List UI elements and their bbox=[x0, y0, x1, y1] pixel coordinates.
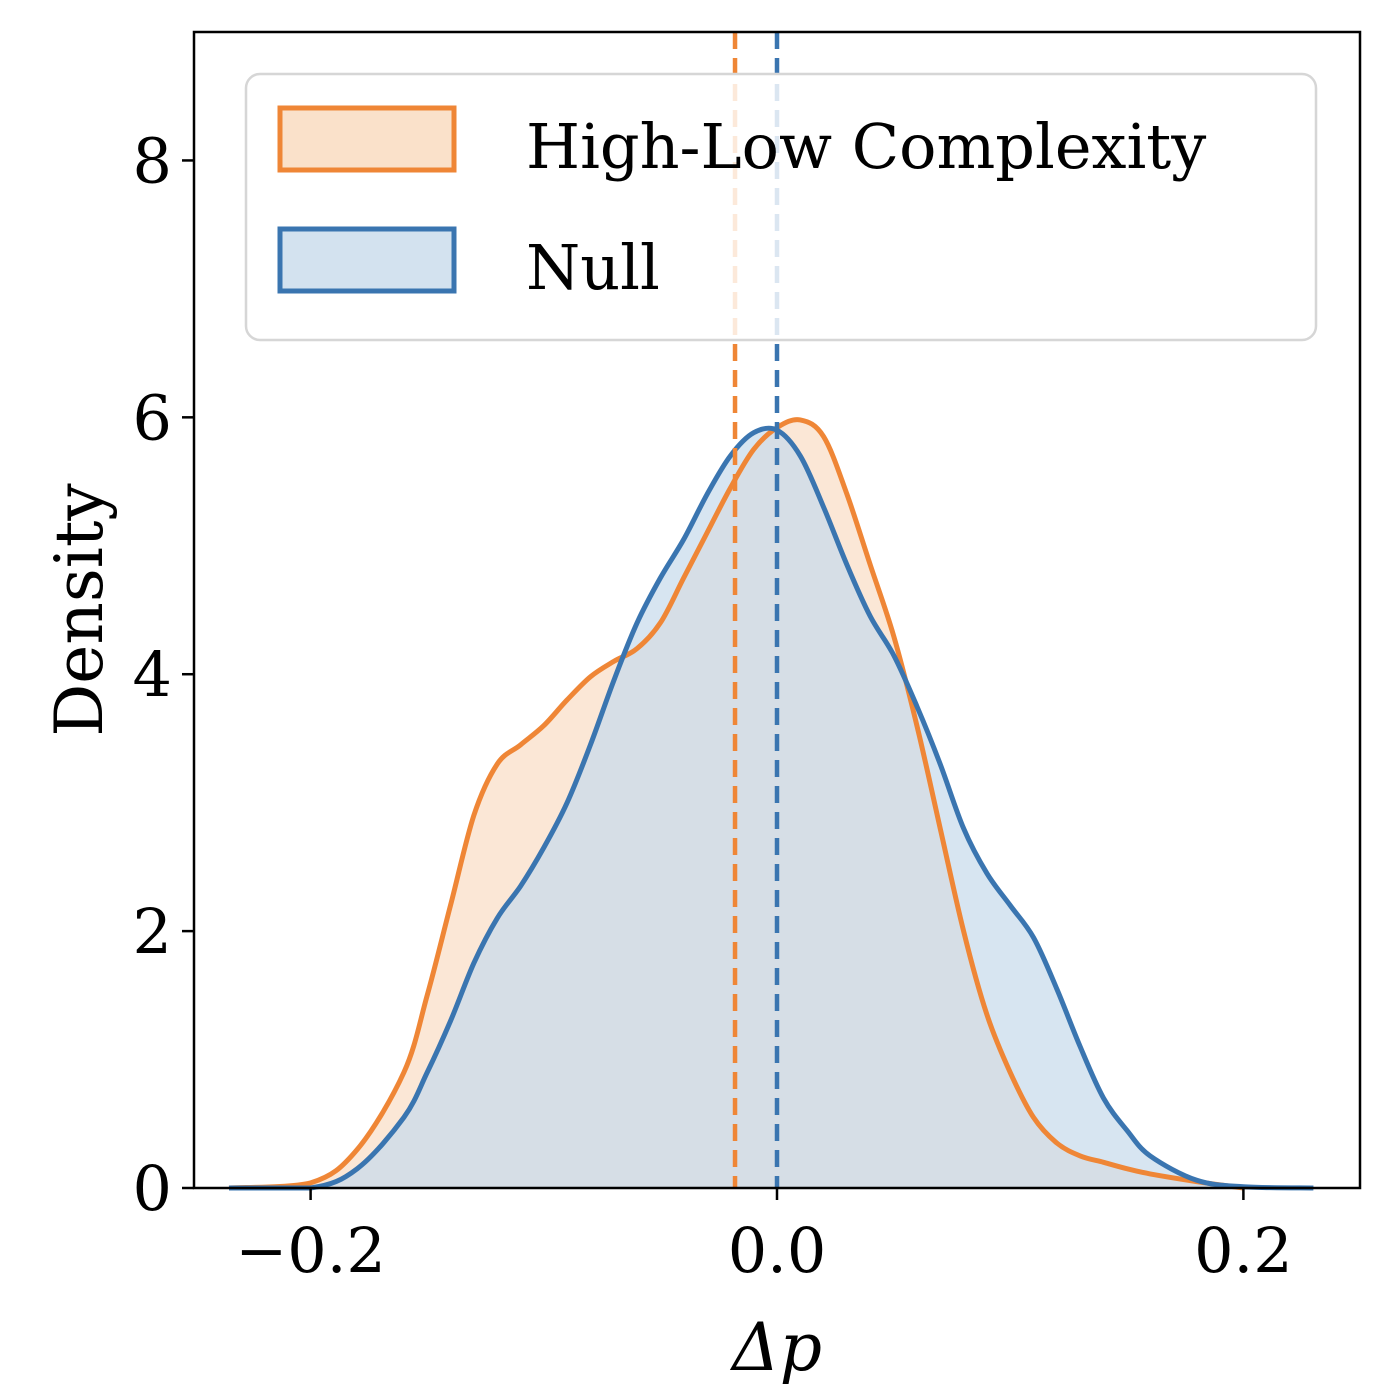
x-tick-label: 0.2 bbox=[1194, 1214, 1293, 1287]
series-area-1 bbox=[229, 428, 1314, 1188]
y-tick-label: 6 bbox=[133, 381, 172, 454]
y-tick-label: 0 bbox=[133, 1152, 172, 1225]
legend: High-Low Complexity Null bbox=[244, 72, 1318, 342]
legend-label-high-low: High-Low Complexity bbox=[526, 110, 1206, 183]
x-axis-ticks: −0.2 0.0 0.2 bbox=[235, 1188, 1293, 1287]
legend-swatch-high-low bbox=[277, 105, 457, 173]
y-axis-ticks: 0 2 4 6 8 bbox=[133, 124, 194, 1225]
series-line-0 bbox=[228, 417, 1244, 1191]
y-tick-label: 4 bbox=[133, 638, 172, 711]
x-tick-label: 0.0 bbox=[728, 1214, 827, 1287]
y-tick-label: 8 bbox=[133, 124, 172, 197]
y-tick-label: 2 bbox=[133, 895, 172, 968]
series-fills bbox=[229, 419, 1314, 1188]
x-tick-label: −0.2 bbox=[235, 1214, 386, 1287]
y-axis-label: Density bbox=[41, 483, 118, 737]
legend-frame bbox=[244, 72, 1318, 342]
x-axis-label: Δp bbox=[729, 1309, 822, 1386]
legend-swatch-null bbox=[277, 226, 457, 294]
legend-label-null: Null bbox=[526, 231, 660, 304]
